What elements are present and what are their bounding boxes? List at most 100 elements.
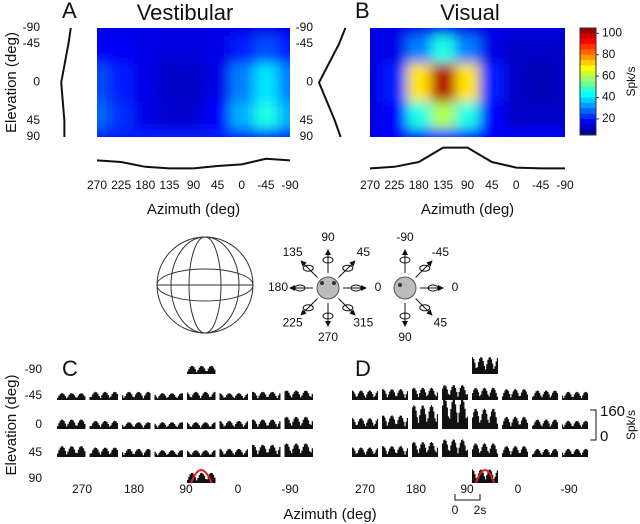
panel-title: Visual [440, 0, 500, 25]
rotation-icon [322, 312, 334, 320]
heat-cell [382, 63, 407, 102]
azimuth-tick-label: 90 [461, 178, 475, 192]
heat-cell [430, 35, 456, 64]
heat-cell [205, 129, 230, 137]
azimuth-tick-label: -45 [532, 178, 550, 192]
psth-histogram [472, 387, 498, 400]
heat-cell [504, 63, 529, 102]
elevation-tick-label: -45 [23, 36, 41, 50]
elevation-tuning [60, 27, 72, 137]
colorbar-tick-label: 20 [602, 111, 616, 125]
colorbar-frame [579, 27, 597, 136]
psth-histogram [122, 422, 151, 429]
psth-histogram [219, 420, 248, 429]
azimuth-tick-label: 180 [135, 178, 155, 192]
heat-cell [157, 101, 182, 130]
elevation-tick-label: 45 [29, 445, 43, 459]
azimuth-tick-label: 90 [179, 482, 193, 496]
azimuth-tick-label: 0 [238, 178, 245, 192]
heat-cell [133, 101, 158, 130]
psth-histogram [154, 450, 183, 457]
azimuth-tuning [369, 146, 565, 170]
rotation-icon [427, 284, 439, 292]
heat-cell [97, 28, 110, 36]
heat-cell [157, 28, 182, 36]
psth-histogram [154, 422, 183, 429]
heat-cell [455, 129, 480, 137]
psth-histogram [122, 448, 151, 457]
heat-cell [406, 129, 431, 137]
heat-cell [229, 28, 254, 36]
heat-cell [455, 28, 480, 36]
heat-cell [504, 129, 529, 137]
heat-cell [157, 63, 182, 102]
heat-cell [157, 35, 182, 64]
psth-histogram [187, 391, 216, 400]
psth-histogram [382, 415, 408, 429]
psth-histogram [412, 387, 438, 400]
psth-histogram [412, 405, 438, 429]
y-axis-label: Elevation (deg) [3, 32, 20, 133]
heat-cell [109, 28, 134, 36]
rotation-icon [399, 256, 411, 264]
heat-cell [406, 28, 431, 36]
psth-histogram [562, 391, 588, 400]
colorbar-segment [580, 54, 596, 61]
heat-cell [157, 129, 182, 137]
psth-histogram [442, 398, 468, 429]
elevation-tick-label: 45 [27, 113, 41, 127]
psth-histogram [442, 385, 468, 400]
heat-cell [181, 101, 206, 130]
heat-cell [133, 35, 158, 64]
heat-cell [528, 28, 553, 36]
heat-cell [181, 129, 206, 137]
colorbar-label: Spk/s [624, 66, 638, 96]
rotation-icon [419, 304, 431, 312]
azimuth-tick-label: 0 [513, 178, 520, 192]
colorbar-segment [580, 124, 596, 131]
colorbar-tick-label: 40 [602, 90, 616, 104]
scale-bar-value: 160 [600, 403, 625, 420]
heat-cell [370, 28, 383, 36]
psth-histogram [284, 416, 313, 429]
elevation-tick-label: 0 [306, 75, 313, 89]
heatmap [97, 28, 290, 137]
heat-cell [370, 101, 383, 130]
azimuth-tuning [96, 157, 291, 170]
heat-cell [133, 129, 158, 137]
psth-histogram [562, 420, 588, 429]
heatmap-cells [97, 28, 290, 137]
heat-cell [382, 28, 407, 36]
colorbar-segment [580, 76, 596, 82]
rotation-icon [350, 284, 362, 292]
heat-cell [504, 35, 529, 64]
azimuth-tick-label: -90 [556, 178, 574, 192]
motion-arrow [338, 298, 356, 316]
heat-cell [277, 101, 290, 130]
psth-histogram [562, 448, 588, 457]
psth-histogram [122, 391, 151, 400]
heat-cell [277, 129, 290, 137]
heat-cell [205, 101, 230, 130]
psth-histogram [187, 365, 216, 374]
heat-cell [277, 35, 290, 64]
heat-cell [552, 129, 565, 137]
x-axis-label: Azimuth (deg) [147, 201, 240, 218]
heat-cell [528, 35, 553, 64]
scale-bar [590, 409, 597, 441]
heat-cell [133, 63, 158, 102]
heat-cell [370, 129, 383, 137]
panel-letter: A [62, 0, 77, 23]
heat-cell [430, 101, 456, 130]
heat-cell [229, 35, 254, 64]
heat-cell [479, 28, 505, 36]
heat-cell [277, 63, 290, 102]
colorbar-segment [580, 38, 596, 45]
sphere-icon [156, 236, 254, 334]
elevation-tuning [317, 27, 347, 138]
elevation-tick-label: -90 [296, 20, 314, 34]
time-bar [454, 494, 481, 501]
rotation-icon [342, 304, 354, 312]
colorbar-segment [580, 92, 596, 99]
psth-histogram [352, 390, 378, 400]
